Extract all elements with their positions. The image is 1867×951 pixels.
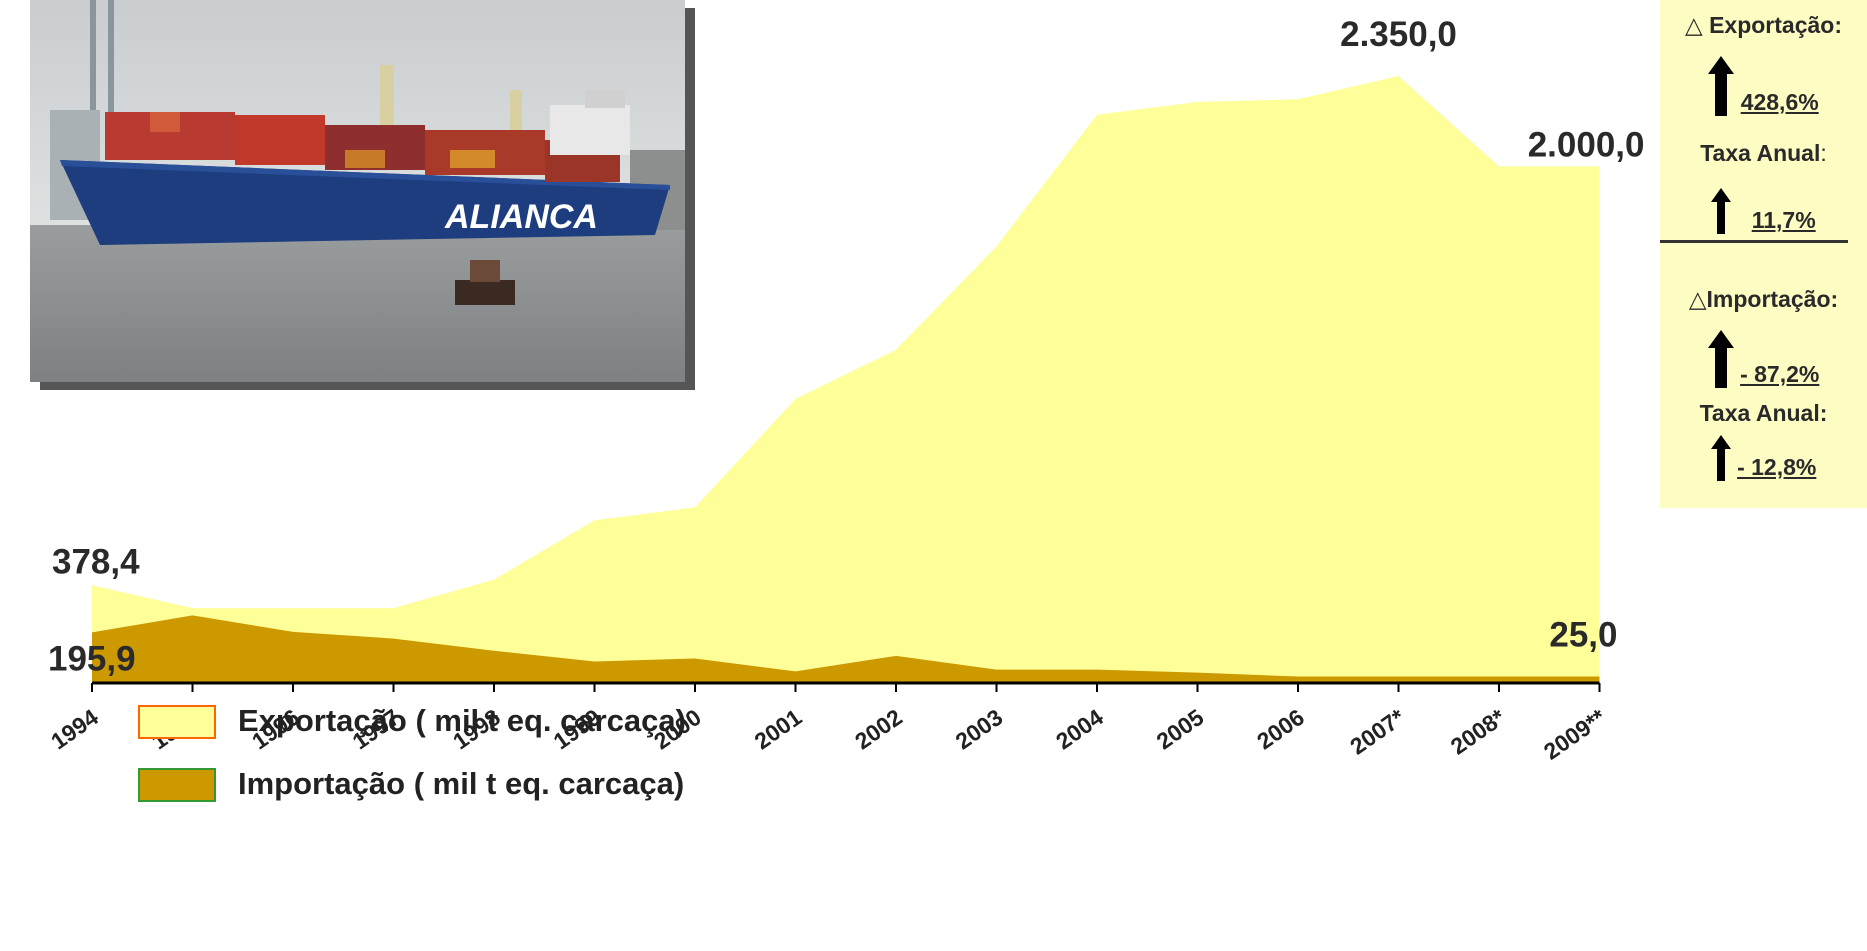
data-label: 2.000,0 — [1528, 125, 1645, 164]
export-rate-value-row: 11,7% — [1660, 188, 1867, 234]
up-arrow-icon — [1710, 435, 1731, 481]
import-area — [92, 615, 1600, 683]
x-tick-label: 2003 — [951, 704, 1008, 755]
export-title: Exportação: — [1709, 12, 1843, 38]
delta-icon: △ — [1684, 12, 1703, 38]
legend-import-swatch — [138, 768, 216, 802]
x-tick-label: 2006 — [1252, 704, 1309, 755]
import-rate-row: Taxa Anual: — [1660, 400, 1867, 427]
legend-export-swatch — [138, 705, 216, 739]
x-tick-label: 2007* — [1345, 704, 1409, 760]
legend-import-label: Importação ( mil t eq. carcaça) — [238, 766, 685, 801]
x-tick-label: 2001 — [750, 704, 807, 755]
export-pct-row: 428,6% — [1660, 56, 1867, 116]
import-title-row: △Importação: — [1660, 286, 1867, 313]
export-rate-label: Taxa Anual — [1700, 140, 1821, 166]
ship-logo-text: ALIANCA — [444, 198, 598, 236]
export-area — [92, 76, 1600, 683]
data-label: 25,0 — [1549, 616, 1617, 655]
export-rate-colon: : — [1820, 140, 1827, 166]
x-tick-label: 2004 — [1051, 704, 1108, 755]
x-tick-label: 2005 — [1152, 704, 1209, 755]
delta-icon: △ — [1688, 286, 1707, 312]
import-rate-value: - 12,8% — [1737, 454, 1817, 480]
export-rate-row: Taxa Anual: — [1660, 140, 1867, 167]
x-tick-label: 2008* — [1446, 704, 1510, 760]
export-title-row: △ Exportação: — [1660, 12, 1867, 39]
import-rate-value-row: - 12,8% — [1660, 435, 1867, 481]
ship-photo: ALIANCA — [30, 0, 685, 382]
import-pct-row: - 87,2% — [1660, 330, 1867, 388]
data-label: 2.350,0 — [1340, 15, 1457, 54]
up-arrow-icon — [1708, 56, 1735, 116]
x-tick-label: 2009** — [1539, 704, 1611, 765]
export-pct: 428,6% — [1740, 89, 1819, 115]
stats-panel: △ Exportação: 428,6% Taxa Anual: 11,7% △… — [1660, 0, 1867, 508]
import-title: Importação: — [1706, 286, 1839, 312]
export-rate-value: 11,7% — [1751, 207, 1816, 233]
up-arrow-icon — [1707, 330, 1734, 388]
import-rate-label: Taxa Anual: — [1699, 400, 1828, 426]
up-arrow-icon — [1711, 188, 1732, 234]
data-label: 195,9 — [48, 639, 136, 678]
panel-divider — [1660, 240, 1848, 243]
x-tick-label: 2002 — [850, 704, 907, 755]
ship-image: ALIANCA — [30, 0, 685, 382]
x-tick-label: 1994 — [46, 704, 103, 755]
legend-export-label: Exportação ( mil t eq. carcaça) — [238, 703, 686, 738]
data-label: 378,4 — [52, 542, 140, 581]
import-pct: - 87,2% — [1740, 361, 1820, 387]
